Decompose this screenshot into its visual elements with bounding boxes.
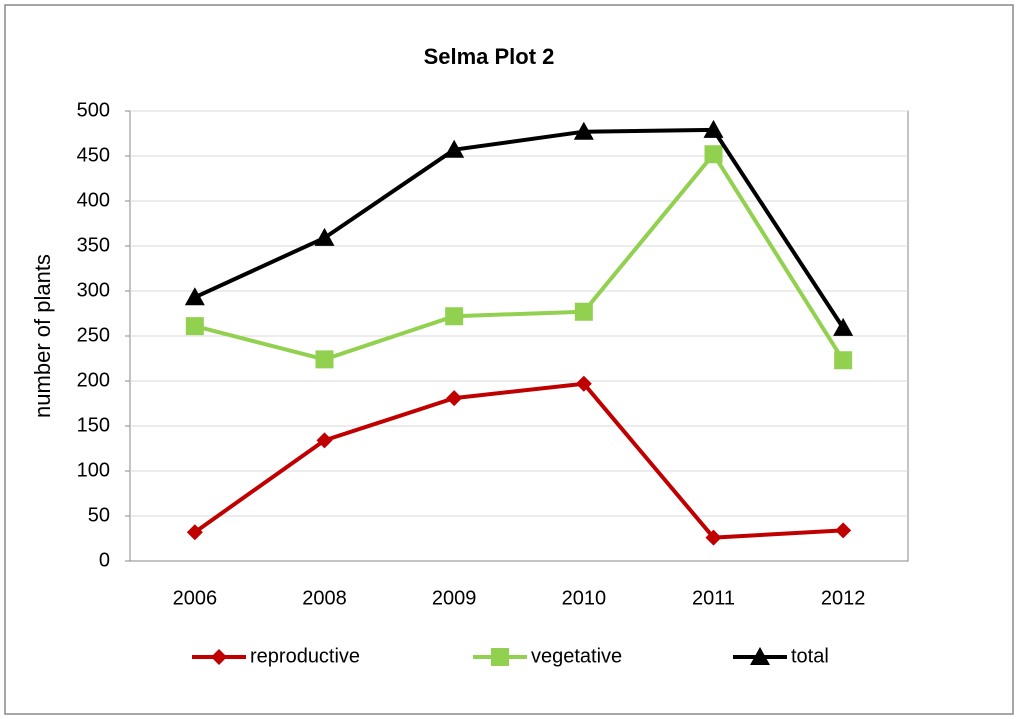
data-point xyxy=(316,432,333,449)
x-tick-label: 2011 xyxy=(692,587,735,609)
y-tick-label: 300 xyxy=(77,279,110,301)
data-point xyxy=(315,350,334,369)
y-tick-label: 450 xyxy=(77,144,110,166)
y-tick-label: 0 xyxy=(99,549,110,571)
x-tick-label: 2010 xyxy=(562,587,607,609)
data-point xyxy=(185,317,204,336)
legend-label: reproductive xyxy=(250,645,360,667)
data-point xyxy=(835,522,852,539)
y-tick-label: 250 xyxy=(77,324,110,346)
data-point xyxy=(703,119,724,138)
data-point xyxy=(314,227,335,246)
y-tick-label: 500 xyxy=(77,99,110,121)
data-point xyxy=(573,121,594,140)
series-line xyxy=(194,127,845,329)
data-point xyxy=(444,139,465,158)
y-axis-label: number of plants xyxy=(30,254,55,418)
data-point xyxy=(446,390,463,407)
data-point xyxy=(575,375,592,392)
data-point xyxy=(705,529,722,546)
data-point xyxy=(184,287,205,306)
data-point xyxy=(445,307,464,326)
data-point xyxy=(833,317,854,336)
x-tick-label: 2009 xyxy=(432,587,477,609)
legend-label: vegetative xyxy=(531,645,622,667)
y-tick-label: 100 xyxy=(77,459,110,481)
chart-title: Selma Plot 2 xyxy=(424,44,555,69)
legend-marker xyxy=(211,649,227,665)
data-point xyxy=(834,351,853,370)
y-tick-label: 350 xyxy=(77,234,110,256)
x-tick-label: 2006 xyxy=(173,587,218,609)
data-point xyxy=(186,524,203,541)
y-tick-label: 200 xyxy=(77,369,110,391)
data-point xyxy=(704,145,723,164)
data-point xyxy=(574,302,593,321)
legend-marker xyxy=(491,648,509,666)
legend-label: total xyxy=(791,645,829,667)
series-line xyxy=(194,152,845,362)
series-line xyxy=(193,381,844,540)
legend-marker xyxy=(750,647,770,665)
y-tick-label: 400 xyxy=(77,189,110,211)
y-tick-label: 50 xyxy=(88,504,110,526)
x-tick-label: 2012 xyxy=(821,587,866,609)
x-tick-label: 2008 xyxy=(302,587,347,609)
y-tick-label: 150 xyxy=(77,414,110,436)
